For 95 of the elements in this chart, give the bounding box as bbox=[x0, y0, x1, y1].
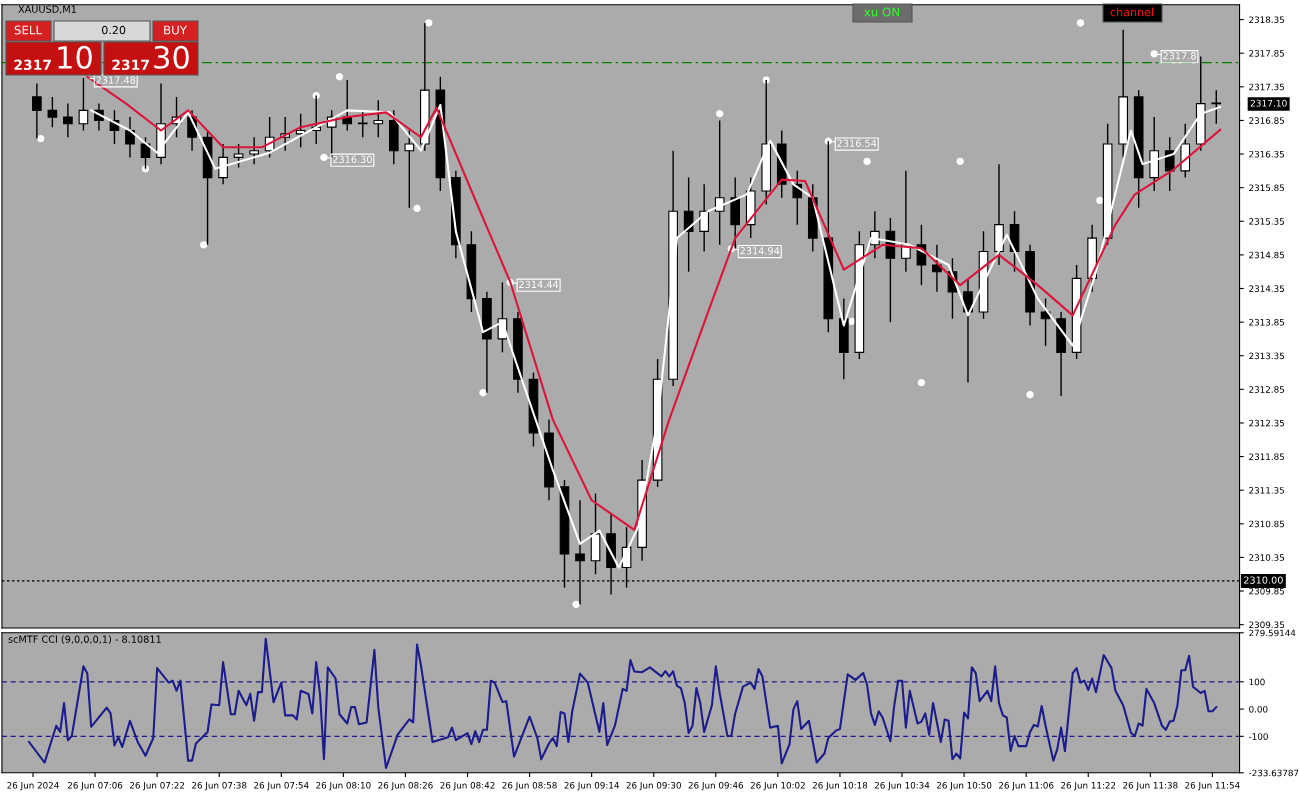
point bbox=[479, 389, 487, 397]
y-tick-label: 2313.35 bbox=[1249, 352, 1284, 360]
candlestick bbox=[295, 113, 306, 149]
candlestick bbox=[125, 116, 135, 159]
chart-title: XAUUSD,M1 bbox=[18, 5, 76, 14]
candlestick bbox=[1211, 89, 1222, 125]
text: 2317.10 bbox=[1250, 99, 1287, 107]
y-tick-label: 2314.35 bbox=[1249, 285, 1284, 292]
point bbox=[312, 91, 320, 100]
y-tick-label: 2318.35 bbox=[1249, 16, 1284, 24]
y-tick-label: -100 bbox=[1249, 733, 1268, 740]
candlestick bbox=[63, 102, 73, 138]
candlestick bbox=[233, 143, 244, 169]
x-tick-label: 26 Jun 10:50 bbox=[936, 781, 992, 791]
annotation: 30 bbox=[154, 45, 189, 69]
point bbox=[425, 19, 433, 27]
point bbox=[863, 157, 871, 166]
x-tick-label: 26 Jun 08:26 bbox=[378, 781, 433, 791]
y-tick-label: 2316.85 bbox=[1249, 117, 1284, 124]
point bbox=[956, 157, 964, 166]
x-tick-label: 26 Jun 11:54 bbox=[1185, 781, 1240, 791]
x-tick-label: 26 Jun 10:34 bbox=[874, 781, 930, 791]
candlestick bbox=[714, 119, 725, 246]
annotation: xu ON bbox=[864, 7, 900, 17]
y-tick-label: 2311.85 bbox=[1249, 453, 1284, 461]
y-tick-label: 2312.35 bbox=[1249, 419, 1284, 427]
x-tick-label: 26 Jun 07:06 bbox=[67, 781, 123, 791]
x-tick-label: 26 Jun 09:14 bbox=[564, 781, 619, 791]
point bbox=[335, 73, 344, 81]
y-tick-label: 2309.35 bbox=[1249, 621, 1284, 629]
annotation: 2317 bbox=[14, 59, 51, 71]
y-tick-label: 2312.85 bbox=[1249, 386, 1284, 393]
y-tick-label: 2317.85 bbox=[1249, 50, 1284, 57]
y-tick-label: 2317.35 bbox=[1249, 83, 1284, 91]
annotation: 2317.48 bbox=[96, 76, 136, 84]
y-tick-label: 2310.85 bbox=[1249, 520, 1284, 528]
candlestick bbox=[357, 109, 368, 138]
y-tick-label: 2313.85 bbox=[1249, 318, 1284, 326]
annotation: 0.20 bbox=[101, 25, 126, 35]
annotation: 10 bbox=[58, 45, 92, 69]
point bbox=[413, 204, 421, 213]
y-tick-label: 2310.35 bbox=[1249, 554, 1284, 561]
ref-line-label: 2310.00 bbox=[1243, 576, 1283, 584]
point bbox=[1026, 391, 1034, 399]
candlestick bbox=[404, 129, 415, 209]
y-tick-label: 2314.85 bbox=[1249, 251, 1284, 259]
annotation: 2314.44 bbox=[519, 280, 559, 289]
point bbox=[762, 76, 770, 84]
y-tick-label: 0.00 bbox=[1249, 705, 1268, 713]
y-tick-label: 2309.85 bbox=[1249, 587, 1284, 595]
y-tick-label: 2311.35 bbox=[1249, 487, 1284, 494]
annotation: SELL bbox=[14, 25, 42, 35]
x-tick-label: 26 Jun 09:30 bbox=[626, 781, 681, 791]
annotation: 2317 bbox=[112, 59, 149, 71]
x-tick-label: 26 Jun 08:10 bbox=[316, 781, 371, 791]
point bbox=[320, 153, 328, 162]
annotation: 2317.8 bbox=[1163, 52, 1196, 60]
point bbox=[1096, 196, 1104, 205]
x-tick-label: 26 Jun 2024 bbox=[7, 781, 59, 791]
candlestick bbox=[683, 176, 694, 273]
candlestick bbox=[249, 136, 259, 165]
x-tick-label: 26 Jun 07:38 bbox=[192, 781, 247, 791]
y-tick-label: 279.59144 bbox=[1249, 629, 1296, 637]
chart-title: scMTF CCI (9,0,0,0,1) - 8.10811 bbox=[8, 635, 161, 644]
y-tick-label: -233.63787 bbox=[1249, 769, 1299, 777]
y-tick-label: 2315.85 bbox=[1249, 184, 1284, 192]
annotation: 2314.94 bbox=[740, 247, 780, 255]
point bbox=[200, 241, 208, 249]
annotation: channel bbox=[1110, 7, 1153, 17]
x-tick-label: 26 Jun 11:06 bbox=[999, 781, 1054, 791]
point bbox=[572, 600, 580, 609]
candlestick bbox=[932, 244, 942, 293]
point bbox=[917, 378, 926, 387]
x-tick-label: 26 Jun 07:22 bbox=[129, 781, 185, 791]
x-tick-label: 26 Jun 11:22 bbox=[1061, 781, 1116, 791]
candlestick bbox=[47, 96, 58, 128]
candlestick bbox=[218, 143, 228, 185]
y-tick-label: 2316.35 bbox=[1249, 150, 1284, 158]
annotation: BUY bbox=[164, 25, 187, 35]
x-tick-label: 26 Jun 08:42 bbox=[440, 781, 495, 791]
point bbox=[37, 134, 45, 143]
x-tick-label: 26 Jun 10:02 bbox=[750, 781, 805, 791]
x-tick-label: 26 Jun 10:18 bbox=[812, 781, 868, 791]
point bbox=[1150, 50, 1158, 58]
x-tick-label: 26 Jun 08:58 bbox=[502, 781, 557, 791]
x-tick-label: 26 Jun 07:54 bbox=[254, 781, 309, 791]
annotation: 2316.54 bbox=[837, 139, 877, 147]
y-tick-label: 100 bbox=[1249, 678, 1265, 686]
point bbox=[716, 110, 724, 118]
candlestick bbox=[699, 183, 709, 253]
x-tick-label: 26 Jun 11:38 bbox=[1123, 781, 1178, 791]
annotation: 2316.30 bbox=[333, 155, 372, 164]
point bbox=[1076, 19, 1085, 27]
x-tick-label: 26 Jun 09:46 bbox=[688, 781, 744, 791]
y-tick-label: 2315.35 bbox=[1249, 218, 1284, 225]
